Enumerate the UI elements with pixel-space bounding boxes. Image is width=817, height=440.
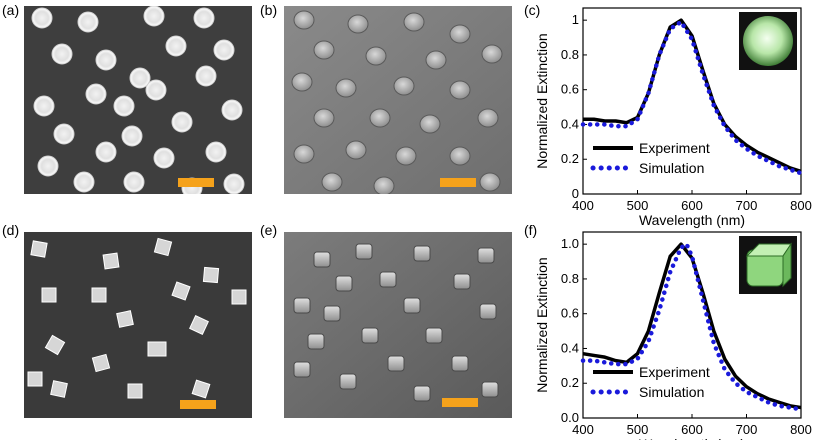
y-tick-label: 0.2 [561,151,579,166]
legend-label: Simulation [639,384,704,400]
x-axis-label: Wavelength (nm) [639,436,745,440]
y-tick-label: 1.0 [561,236,579,251]
x-tick-label: 800 [790,422,812,437]
x-axis-label: Wavelength (nm) [639,212,745,228]
y-tick-label: 0.6 [561,82,579,97]
y-tick-label: 0 [572,186,579,201]
sem-image-cubes-top [24,232,252,418]
series-simulation-line [580,18,804,176]
y-axis-label: Normalized Extinction [534,33,550,168]
y-tick-label: 0.8 [561,271,579,286]
x-tick-label: 500 [627,198,649,213]
legend-label: Experiment [639,364,710,380]
panel-label-d: (d) [2,222,20,238]
x-tick-label: 400 [572,422,594,437]
scale-bar [180,400,216,409]
y-tick-label: 1 [572,12,579,27]
series-experiment-line [583,18,802,174]
y-tick-label: 0.0 [561,410,579,425]
panel-label-c: (c) [524,2,541,18]
y-axis-label: Normalized Extinction [534,257,550,392]
sem-image-spheres-tilted [284,6,512,194]
legend-label: Experiment [639,140,710,156]
series-experiment-line [582,242,802,410]
inset-background [739,236,797,294]
x-tick-label: 400 [572,198,594,213]
plot-frame [582,7,802,195]
inset-cube-icon [745,242,792,288]
plot-frame [582,231,802,419]
scale-bar [442,398,478,407]
x-tick-label: 700 [736,422,758,437]
y-tick-label: 0.4 [561,340,579,355]
x-tick-label: 700 [736,198,758,213]
series-simulation-line [580,240,804,412]
y-tick-label: 0.4 [561,116,579,131]
panel-label-a: (a) [2,2,20,18]
panel-label-b: (b) [260,2,278,18]
panel-label-f: (f) [524,222,538,238]
scale-bar [440,178,476,187]
inset-sphere-icon [743,16,793,66]
x-tick-label: 600 [681,422,703,437]
inset-background [739,12,797,70]
chart-f: 400 500 600 700 800 0.0 0.2 0.4 0.6 0.8 1.0 Wavelen… [534,231,812,440]
x-tick-label: 500 [627,422,649,437]
legend-label: Simulation [639,160,704,176]
sem-image-cubes-tilted [284,232,512,418]
y-tick-label: 0.2 [561,375,579,390]
y-tick-label: 0.6 [561,306,579,321]
x-tick-label: 800 [790,198,812,213]
chart-c: 400 500 600 700 800 0 0.2 0.4 0.6 0.8 1 Wavelength … [534,7,812,228]
x-tick-label: 600 [681,198,703,213]
scale-bar [178,178,214,187]
y-tick-label: 0.8 [561,47,579,62]
sem-image-spheres-top [24,6,252,194]
panel-label-e: (e) [260,222,278,238]
